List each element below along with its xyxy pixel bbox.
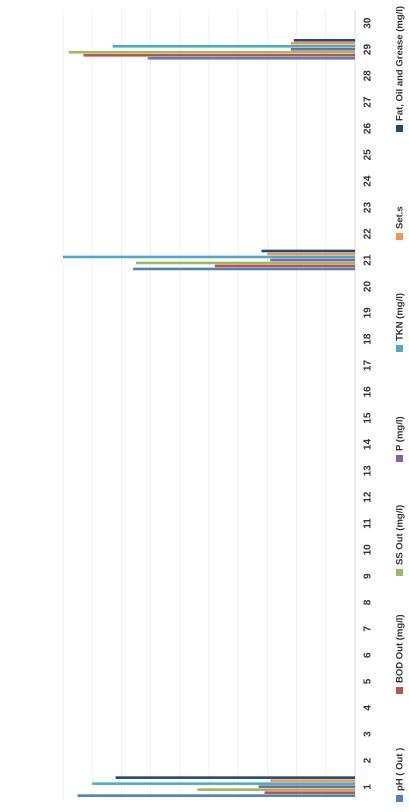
category-tick-label: 29 — [363, 44, 374, 56]
legend-label: Set.s — [395, 206, 406, 229]
bar — [258, 785, 355, 788]
category-tick-label: 25 — [363, 149, 374, 161]
bar — [83, 54, 355, 57]
legend-swatch — [396, 687, 403, 694]
bar — [133, 267, 355, 271]
category-tick-label: 30 — [363, 17, 374, 29]
legend-label: TKN (mg/l) — [395, 293, 406, 341]
category-tick-label: 21 — [363, 254, 374, 266]
bar — [267, 252, 355, 256]
category-tick-label: 8 — [363, 599, 374, 605]
bar — [63, 255, 355, 259]
bar — [290, 42, 355, 45]
legend-label: SS Out (mg/l) — [395, 505, 406, 565]
category-tick-label: 7 — [363, 626, 374, 632]
category-tick-label: 15 — [363, 412, 374, 424]
bar — [197, 788, 355, 791]
legend-label: P (mg/l) — [395, 416, 406, 451]
bars — [63, 39, 355, 797]
legend-swatch — [396, 233, 403, 240]
legend-swatch — [396, 795, 403, 802]
category-tick-label: 4 — [363, 705, 374, 711]
legend-label: pH ( Out ) — [395, 748, 406, 791]
bar — [264, 791, 355, 794]
bar — [77, 794, 355, 797]
category-tick-label: 26 — [363, 123, 374, 135]
bar — [115, 776, 355, 779]
category-tick-label: 12 — [363, 491, 374, 503]
category-tick-label: 10 — [363, 544, 374, 556]
bar — [68, 51, 355, 54]
category-tick-label: 9 — [363, 573, 374, 579]
legend-swatch — [396, 455, 403, 462]
category-tick-label: 1 — [363, 784, 374, 790]
category-tick-label: 16 — [363, 386, 374, 398]
category-tick-label: 24 — [363, 175, 374, 187]
legend: pH ( Out ) BOD Out (mg/l) SS Out (mg/l) P (… — [395, 6, 406, 802]
category-tick-label: 3 — [363, 731, 374, 737]
gridlines — [62, 10, 356, 800]
bar — [270, 258, 355, 262]
legend-swatch — [396, 345, 403, 352]
category-tick-label: 13 — [363, 465, 374, 477]
category-tick-label: 17 — [363, 360, 374, 372]
bar — [270, 779, 355, 782]
category-tick-label: 22 — [363, 228, 374, 240]
category-tick-label: 23 — [363, 202, 374, 214]
category-tick-label: 11 — [363, 518, 374, 529]
legend-swatch — [396, 569, 403, 576]
bar — [92, 782, 355, 785]
category-tick-label: 2 — [363, 757, 374, 763]
category-tick-labels: 1234567891011121314151617181920212223242… — [363, 17, 374, 789]
category-tick-label: 18 — [363, 333, 374, 345]
legend-swatch — [396, 125, 403, 132]
category-tick-label: 6 — [363, 652, 374, 658]
bar — [214, 264, 355, 268]
category-tick-label: 14 — [363, 439, 374, 451]
legend-label: BOD Out (mg/l) — [395, 614, 406, 683]
bar — [147, 57, 355, 60]
category-tick-label: 20 — [363, 281, 374, 293]
category-tick-label: 19 — [363, 307, 374, 319]
category-tick-label: 28 — [363, 70, 374, 82]
bar — [112, 45, 355, 48]
bar — [261, 249, 355, 253]
bar — [293, 39, 355, 42]
legend-label: Fat, Oil and Grease (mg/l) — [395, 6, 406, 121]
category-tick-label: 5 — [363, 678, 374, 684]
category-tick-label: 27 — [363, 96, 374, 108]
bar — [290, 48, 355, 51]
bar — [136, 261, 355, 265]
